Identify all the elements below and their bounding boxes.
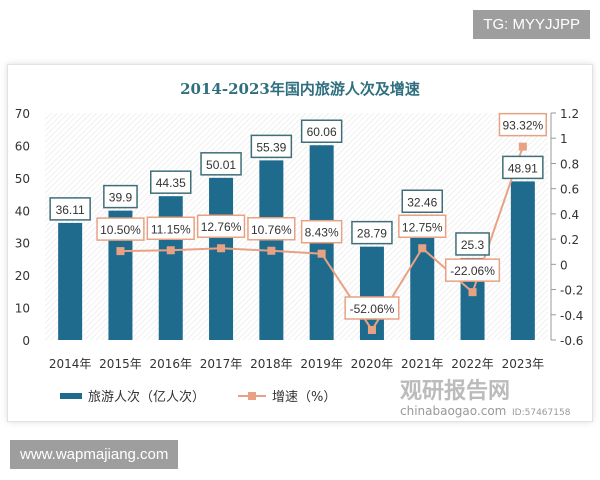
bar-label: 55.39: [256, 140, 286, 154]
y-right-tick: -0.2: [560, 284, 583, 298]
x-tick: 2015年: [99, 357, 142, 371]
site-overlay: www.wapmajiang.com: [10, 440, 179, 469]
watermark-id: ID:57467158: [512, 408, 571, 418]
x-tick: 2014年: [49, 357, 92, 371]
legend-line-label: 增速（%）: [272, 390, 336, 405]
x-tick: 2018年: [250, 357, 293, 371]
growth-point: [116, 247, 125, 256]
growth-label: -52.06%: [350, 302, 395, 316]
bar: [209, 177, 234, 340]
growth-point: [317, 249, 326, 258]
y-right-tick: 1.2: [560, 107, 579, 121]
bar-label: 25.3: [461, 238, 485, 252]
growth-point: [418, 244, 427, 253]
growth-label: 10.50%: [100, 223, 141, 237]
y-right-tick: 1: [560, 132, 568, 146]
y-left-tick: 50: [15, 172, 30, 186]
legend-line-marker: [248, 392, 256, 400]
bar-label-box: [351, 220, 393, 245]
growth-point: [518, 142, 527, 151]
x-tick: 2017年: [200, 357, 243, 371]
bar-label-box: [401, 189, 443, 214]
growth-label-box: [196, 214, 246, 238]
bar-label-box: [49, 197, 91, 221]
x-tick: 2020年: [351, 357, 394, 371]
growth-label: 8.43%: [305, 226, 339, 240]
bar: [58, 222, 83, 340]
bar-label: 36.11: [56, 203, 85, 217]
growth-label-box: [96, 217, 145, 241]
bar: [410, 234, 435, 340]
bar: [359, 246, 384, 340]
x-tick: 2022年: [451, 357, 494, 371]
y-right-tick: 0.8: [560, 157, 579, 171]
growth-label: 10.76%: [251, 223, 292, 237]
bar-label-box: [250, 134, 293, 159]
growth-label: 12.76%: [201, 220, 242, 234]
bar-label-box: [103, 184, 138, 209]
y-left-tick: 70: [15, 107, 30, 121]
y-right-tick: 0.2: [560, 233, 579, 247]
bar-label: 44.35: [156, 176, 186, 190]
legend-box: [50, 382, 350, 410]
y-right-tick: 0.6: [560, 183, 579, 197]
y-left-tick: 60: [15, 139, 30, 153]
bar-label-box: [455, 232, 490, 256]
legend-bar-swatch: [60, 393, 82, 399]
y-right-tick: -0.4: [560, 309, 583, 323]
bar-label-box: [502, 155, 544, 180]
y-left-tick: 0: [22, 334, 30, 348]
growth-point: [166, 246, 175, 255]
growth-label-box: [445, 258, 501, 282]
bar-label: 32.46: [407, 195, 437, 209]
bar-label-box: [150, 170, 192, 194]
growth-label: 11.15%: [151, 222, 191, 236]
x-tick: 2023年: [502, 357, 545, 371]
x-tick: 2021年: [401, 357, 444, 371]
growth-label-box: [398, 214, 447, 239]
growth-point: [217, 244, 226, 253]
bar-label-box: [200, 152, 242, 176]
growth-label-box: [300, 219, 343, 244]
bar-label: 50.01: [206, 158, 236, 172]
growth-label-box: [247, 217, 296, 241]
growth-label: -22.06%: [450, 264, 495, 278]
x-tick: 2019年: [300, 357, 343, 371]
bar-label: 28.79: [357, 227, 387, 241]
bar-label: 39.9: [109, 191, 133, 205]
y-right-tick: -0.6: [560, 334, 583, 348]
growth-point: [267, 246, 276, 255]
growth-point: [367, 325, 376, 334]
legend-bar-label: 旅游人次（亿人次）: [88, 389, 205, 405]
y-left-tick: 10: [15, 302, 30, 316]
watermark-name: 观研报告网: [400, 379, 510, 404]
watermark-url: chinabaogao.com: [400, 404, 506, 418]
bar: [510, 181, 535, 340]
tg-overlay: TG: MYYJJPP: [473, 10, 590, 39]
bar-label-box: [300, 119, 343, 143]
chart-title: 2014-2023年国内旅游人次及增速: [180, 80, 420, 98]
growth-label: 93.32%: [502, 119, 543, 133]
y-right-tick: 0.4: [560, 208, 579, 222]
y-right-tick: 0: [560, 258, 568, 272]
y-left-tick: 20: [15, 269, 30, 283]
growth-label-box: [498, 112, 548, 137]
growth-point: [468, 288, 477, 297]
growth-label: 12.75%: [402, 220, 443, 234]
bar-label: 48.91: [508, 161, 538, 175]
growth-label-box: [344, 296, 400, 320]
x-tick: 2016年: [149, 357, 192, 371]
bar-label: 60.06: [307, 125, 337, 139]
y-left-tick: 40: [15, 204, 30, 218]
y-left-tick: 30: [15, 237, 30, 251]
growth-label-box: [146, 216, 195, 241]
